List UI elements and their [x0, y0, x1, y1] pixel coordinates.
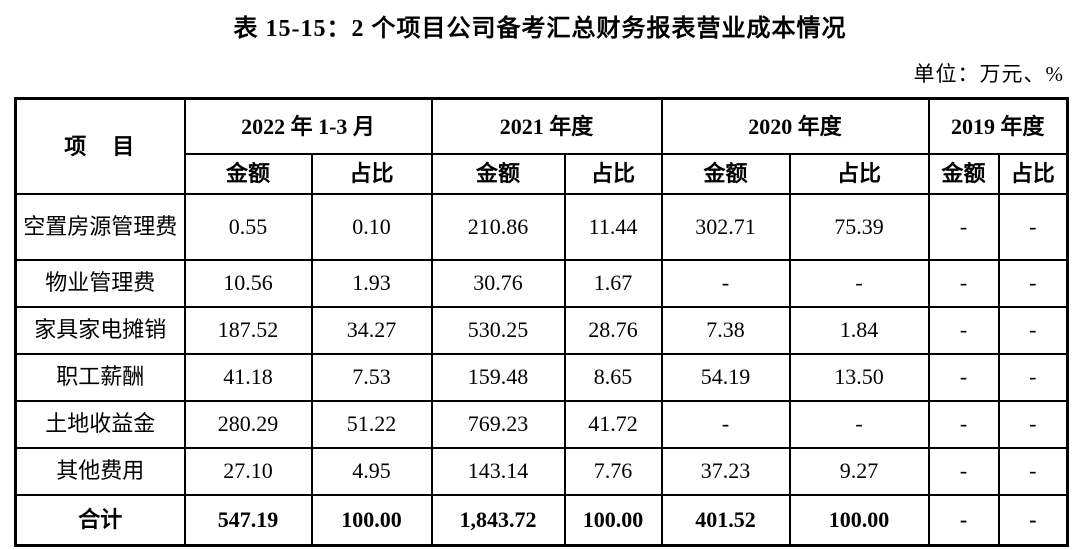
header-year-2020: 2020 年度 — [660, 97, 930, 155]
unit-note: 单位：万元、% — [913, 62, 1064, 86]
cell: - — [997, 446, 1069, 496]
cell: 7.53 — [310, 352, 433, 402]
cell: 11.44 — [563, 192, 663, 261]
cell: - — [927, 258, 1000, 308]
cell: - — [788, 258, 930, 308]
total-cell: 1,843.72 — [430, 493, 566, 547]
cell: 4.95 — [310, 446, 433, 496]
cell: 9.27 — [788, 446, 930, 496]
cell: 143.14 — [430, 446, 566, 496]
header-year-2019: 2019 年度 — [927, 97, 1069, 155]
row-label: 土地收益金 — [14, 399, 186, 449]
header-ratio-2021: 占比 — [563, 152, 663, 195]
cell: 0.10 — [310, 192, 433, 261]
header-amount-2021: 金额 — [430, 152, 566, 195]
cell: - — [997, 192, 1069, 261]
row-label: 物业管理费 — [14, 258, 186, 308]
header-amount-2019: 金额 — [927, 152, 1000, 195]
cell: - — [997, 258, 1069, 308]
cell: 1.67 — [563, 258, 663, 308]
cell: - — [927, 446, 1000, 496]
table-title: 表 15-15：2 个项目公司备考汇总财务报表营业成本情况 — [233, 16, 847, 42]
header-amount-2020: 金额 — [660, 152, 791, 195]
header-year-2022: 2022 年 1-3 月 — [183, 97, 433, 155]
total-label: 合计 — [14, 493, 186, 547]
table-row: 物业管理费 10.56 1.93 30.76 1.67 - - - - — [14, 258, 1069, 308]
cell: - — [997, 399, 1069, 449]
cell: 302.71 — [660, 192, 791, 261]
header-item: 项 目 — [14, 97, 186, 195]
table-row: 职工薪酬 41.18 7.53 159.48 8.65 54.19 13.50 … — [14, 352, 1069, 402]
cell: 1.93 — [310, 258, 433, 308]
cell: 0.55 — [183, 192, 313, 261]
row-label: 空置房源管理费 — [14, 192, 186, 261]
cell: 75.39 — [788, 192, 930, 261]
header-ratio-2019: 占比 — [997, 152, 1069, 195]
header-row-years: 项 目 2022 年 1-3 月 2021 年度 2020 年度 2019 年度 — [14, 97, 1069, 195]
cell: - — [788, 399, 930, 449]
cell: 7.38 — [660, 305, 791, 355]
table-row: 其他费用 27.10 4.95 143.14 7.76 37.23 9.27 -… — [14, 446, 1069, 496]
cell: - — [927, 305, 1000, 355]
cell: - — [927, 399, 1000, 449]
cell: 30.76 — [430, 258, 566, 308]
row-label: 其他费用 — [14, 446, 186, 496]
cell: 37.23 — [660, 446, 791, 496]
cell: 769.23 — [430, 399, 566, 449]
cell: 7.76 — [563, 446, 663, 496]
cell: 13.50 — [788, 352, 930, 402]
total-cell: 401.52 — [660, 493, 791, 547]
row-label: 职工薪酬 — [14, 352, 186, 402]
cell: 530.25 — [430, 305, 566, 355]
cell: 34.27 — [310, 305, 433, 355]
cell: - — [997, 352, 1069, 402]
cell: 1.84 — [788, 305, 930, 355]
row-label: 家具家电摊销 — [14, 305, 186, 355]
header-year-2021: 2021 年度 — [430, 97, 663, 155]
total-cell: 547.19 — [183, 493, 313, 547]
cell: - — [927, 352, 1000, 402]
cell: 8.65 — [563, 352, 663, 402]
total-cell: 100.00 — [788, 493, 930, 547]
total-row: 合计 547.19 100.00 1,843.72 100.00 401.52 … — [14, 493, 1069, 547]
total-cell: 100.00 — [310, 493, 433, 547]
cell: 280.29 — [183, 399, 313, 449]
cell: 54.19 — [660, 352, 791, 402]
cell: 51.22 — [310, 399, 433, 449]
header-ratio-2020: 占比 — [788, 152, 930, 195]
cell: 159.48 — [430, 352, 566, 402]
total-cell: 100.00 — [563, 493, 663, 547]
total-cell: - — [997, 493, 1069, 547]
header-row-subcolumns: 金额 占比 金额 占比 金额 占比 金额 占比 — [16, 152, 1069, 195]
cell: - — [660, 399, 791, 449]
table-row: 空置房源管理费 0.55 0.10 210.86 11.44 302.71 75… — [14, 192, 1069, 261]
header-ratio-2022: 占比 — [310, 152, 433, 195]
total-cell: - — [927, 493, 1000, 547]
cell: - — [927, 192, 1000, 261]
table-row: 家具家电摊销 187.52 34.27 530.25 28.76 7.38 1.… — [14, 305, 1069, 355]
cell: 28.76 — [563, 305, 663, 355]
cell: 41.72 — [563, 399, 663, 449]
cell: 10.56 — [183, 258, 313, 308]
cell: - — [997, 305, 1069, 355]
table-row: 土地收益金 280.29 51.22 769.23 41.72 - - - - — [14, 399, 1069, 449]
cell: 210.86 — [430, 192, 566, 261]
header-amount-2022: 金额 — [183, 152, 313, 195]
cell: 27.10 — [183, 446, 313, 496]
cell: 41.18 — [183, 352, 313, 402]
cell: - — [660, 258, 791, 308]
operating-cost-table: 项 目 2022 年 1-3 月 2021 年度 2020 年度 2019 年度… — [14, 97, 1070, 547]
cell: 187.52 — [183, 305, 313, 355]
